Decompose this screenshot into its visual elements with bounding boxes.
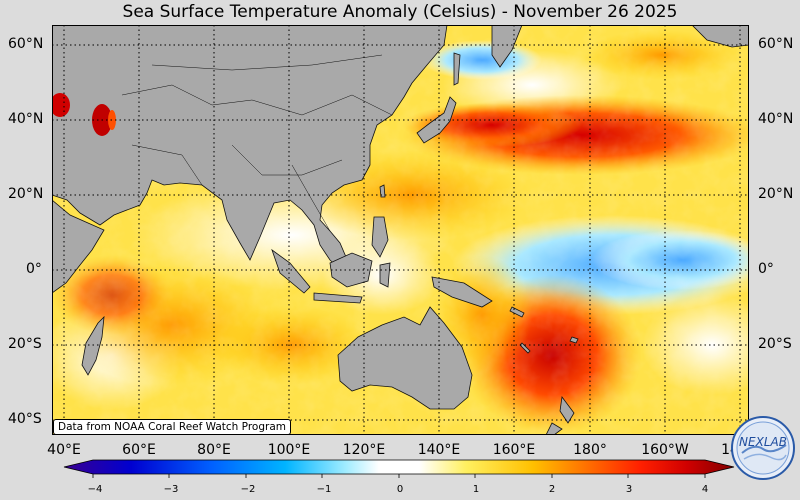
land-sulawesi [379,262,391,288]
land-new-caledonia [519,342,531,354]
lat-label-left: 40°S [8,411,42,427]
land-alaska [691,25,749,48]
land-borneo [329,252,373,288]
nexlab-logo: NEXLAB [731,416,795,480]
lat-label-left: 40°N [8,111,44,127]
land-new-guinea [431,276,493,308]
colorbar-tick-label: −3 [163,484,179,495]
land-madagascar [81,315,105,376]
land-africa [52,199,105,294]
colorbar-tick-label: −4 [87,484,103,495]
data-credit: Data from NOAA Coral Reef Watch Program [53,419,291,435]
lat-label-right: 20°N [758,186,794,202]
land-sakhalin [453,52,461,86]
lon-label: 160°E [492,442,536,458]
lat-label-right: 40°N [758,111,794,127]
land-fiji [569,336,579,344]
colorbar-gradient [63,459,735,475]
borders [121,54,393,232]
lat-label-left: 60°N [8,36,44,52]
land-java [313,292,363,304]
lon-label: 160°W [641,442,689,458]
colorbar-tick-label: −2 [240,484,256,495]
colorbar-tick-label: 3 [625,484,633,495]
land-philippines [371,216,389,258]
colorbar-ticks [92,474,706,478]
colorbar [63,459,735,478]
land-new-zealand [559,395,575,424]
graticule [52,25,749,435]
lon-label: 180° [573,442,607,458]
lon-label: 100°E [267,442,311,458]
map-title: Sea Surface Temperature Anomaly (Celsius… [122,2,678,22]
lat-label-left: 20°S [8,336,42,352]
colorbar-tick-label: −1 [316,484,332,495]
lat-label-right: 20°S [758,336,792,352]
lon-label: 60°E [122,442,156,458]
land-masses [52,25,749,435]
lat-label-right: 60°N [758,36,794,52]
colorbar-tick-label: 2 [548,484,556,495]
lat-label-right: 0° [758,261,774,277]
logo-text: NEXLAB [739,435,787,449]
colorbar-tick-label: 0 [396,484,404,495]
colorbar-tick-label: 1 [472,484,480,495]
lat-label-left: 20°N [8,186,44,202]
lon-label: 40°E [47,442,81,458]
sst-anomaly-map [52,25,749,435]
lon-label: 80°E [197,442,231,458]
lat-label-left: 0° [26,261,42,277]
lon-label: 120°E [342,442,386,458]
land-sumatra [271,248,311,294]
land-taiwan [379,184,386,198]
land-new-zealand-south [545,422,563,435]
land-eurasia [52,25,448,272]
lon-label: 140°E [417,442,461,458]
colorbar-tick-label: 4 [701,484,709,495]
